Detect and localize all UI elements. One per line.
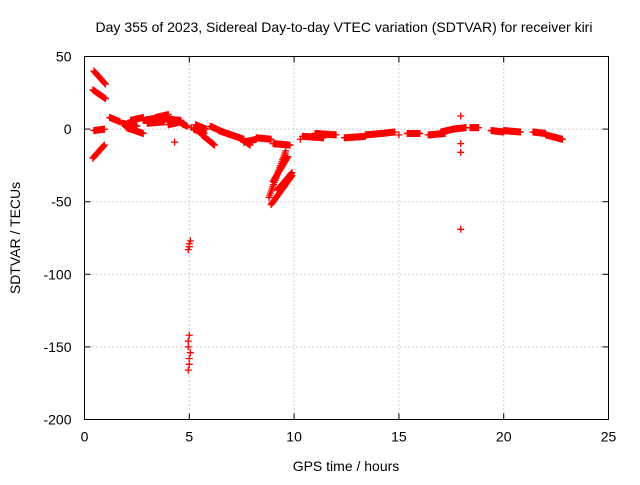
data-point [475,124,483,132]
data-point [284,153,292,161]
data-point-outlier [185,331,193,339]
data-point-outlier [457,112,465,120]
data-point [416,129,424,137]
x-tick-label: 15 [391,429,407,445]
tick-labels: 0 5 10 15 20 25 -200 -150 -100 -50 0 50 [43,49,616,445]
data-point-outlier [187,124,195,132]
y-tick-label: -50 [51,194,71,210]
x-tick-label: 25 [601,429,617,445]
data-point [100,125,108,133]
data-point [101,80,109,88]
y-tick-label: 0 [64,121,72,137]
y-tick-label: 50 [56,49,72,65]
data-point [332,131,340,139]
data-point [183,122,191,130]
data-point-outlier [186,237,194,245]
data-point-outlier [296,135,304,143]
x-tick-label: 10 [286,429,302,445]
data-point [202,125,210,133]
data-point-outlier [457,225,465,233]
data-point [282,147,290,155]
y-tick-label: -100 [43,266,71,282]
data-point-outlier [171,138,179,146]
axis-ticks [84,56,609,420]
y-axis-title: SDTVAR / TECUs [7,182,23,294]
chart-title: Day 355 of 2023, Sidereal Day-to-day VTE… [96,19,593,35]
data-point [101,79,109,87]
data-point-outlier [184,366,192,374]
data-point-outlier [184,246,192,254]
data-points [89,67,566,374]
data-point [558,135,566,143]
plot-frame [84,56,609,420]
data-point-outlier [395,131,403,139]
data-point-outlier [186,349,194,357]
data-point [286,141,294,149]
data-point [100,141,108,149]
data-point [287,173,295,181]
data-point [283,154,291,162]
data-point [101,95,109,103]
data-point-outlier [185,360,193,368]
data-point-outlier [184,343,192,351]
data-point [516,128,524,136]
data-point [267,135,275,143]
x-tick-label: 0 [81,429,89,445]
y-tick-label: -150 [43,339,71,355]
data-point [139,129,147,137]
grid-lines [84,56,609,420]
data-point-outlier [179,121,187,129]
data-point-outlier [457,148,465,156]
data-point [210,141,218,149]
y-tick-label: -200 [43,412,71,428]
data-point [100,142,108,150]
data-point [288,172,296,180]
x-tick-label: 20 [496,429,512,445]
data-point [391,128,399,136]
data-point-outlier [457,140,465,148]
x-axis-title: GPS time / hours [293,458,400,474]
x-tick-label: 5 [185,429,193,445]
